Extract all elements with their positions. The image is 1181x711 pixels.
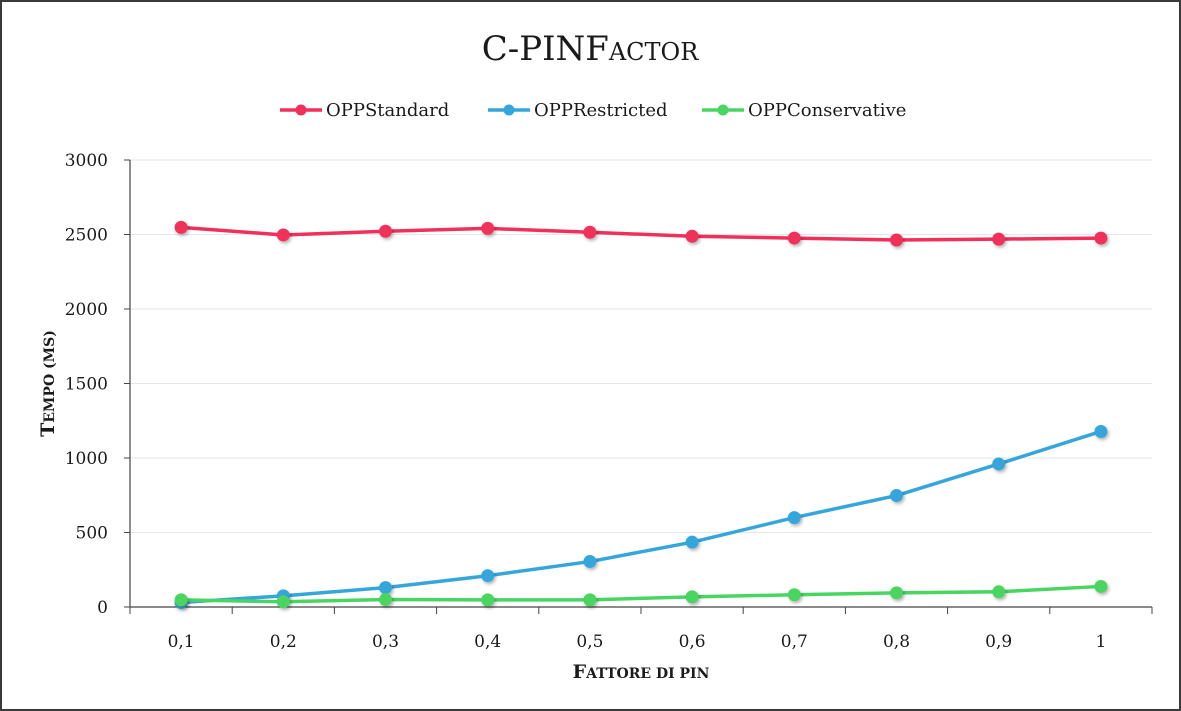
x-axis-label: FATTORE DI PIN bbox=[573, 661, 710, 683]
y-tick-label: 500 bbox=[76, 524, 108, 544]
legend-marker bbox=[295, 104, 307, 116]
data-point bbox=[583, 593, 597, 607]
legend: OPPStandard OPPRestricted OPPConservative bbox=[280, 100, 906, 121]
data-point bbox=[481, 593, 495, 607]
data-point bbox=[276, 595, 290, 609]
data-point bbox=[787, 588, 801, 602]
x-tick-label: 0,2 bbox=[270, 632, 297, 652]
data-point bbox=[890, 489, 903, 503]
chart-title-main: C-PINF bbox=[482, 29, 609, 69]
y-tick-label: 1500 bbox=[65, 375, 108, 395]
legend-marker bbox=[717, 104, 729, 116]
data-point bbox=[992, 457, 1006, 471]
legend-label: OPPConservative bbox=[748, 100, 906, 121]
legend-item-OPPRestricted: OPPRestricted bbox=[488, 100, 668, 121]
data-point bbox=[583, 225, 597, 239]
data-point bbox=[787, 231, 801, 245]
chart-title-smallcaps: ACTOR bbox=[608, 38, 699, 66]
data-point bbox=[992, 232, 1006, 246]
axes: 0 500 1000 1500 2000 2500 3000 0,1 0,2 0,3 0,4 0,5 0… bbox=[37, 151, 1153, 683]
data-point bbox=[174, 593, 188, 607]
data-point bbox=[583, 555, 597, 569]
legend-item-OPPStandard: OPPStandard bbox=[280, 100, 449, 121]
x-tick-label: 0,5 bbox=[576, 632, 603, 652]
data-point bbox=[890, 233, 903, 247]
legend-marker bbox=[503, 104, 515, 116]
y-tick-label: 1000 bbox=[65, 449, 108, 469]
series-line bbox=[180, 429, 1102, 605]
data-point bbox=[685, 535, 699, 549]
chart-title-text: C-PINFACTOR bbox=[482, 29, 700, 69]
data-point bbox=[481, 221, 495, 235]
legend-label: OPPStandard bbox=[326, 100, 449, 121]
series-line bbox=[180, 225, 1101, 242]
data-point bbox=[992, 585, 1006, 599]
data-point bbox=[1094, 231, 1108, 245]
series-OPPConservative bbox=[174, 579, 1108, 609]
data-point bbox=[1094, 579, 1108, 593]
series-OPPRestricted bbox=[174, 424, 1108, 610]
chart-title: C-PINFACTOR bbox=[482, 29, 700, 69]
grid-lines bbox=[130, 159, 1152, 533]
x-tick-label: 0,3 bbox=[372, 632, 399, 652]
y-tick-label: 3000 bbox=[65, 151, 108, 171]
x-tick-label: 0,1 bbox=[168, 632, 195, 652]
data-point bbox=[481, 569, 495, 583]
x-tick-label: 0,6 bbox=[679, 632, 706, 652]
data-point bbox=[379, 581, 392, 595]
y-tick-label: 2500 bbox=[65, 226, 108, 246]
series-OPPStandard bbox=[174, 220, 1108, 247]
y-tick-label: 2000 bbox=[65, 300, 108, 320]
data-point bbox=[685, 229, 699, 243]
legend-label: OPPRestricted bbox=[534, 100, 668, 121]
x-tick-label: 0,8 bbox=[883, 632, 910, 652]
series-line bbox=[181, 584, 1101, 604]
data-point bbox=[379, 593, 392, 607]
data-point bbox=[685, 590, 699, 604]
x-tick-label: 0,9 bbox=[985, 632, 1012, 652]
legend-item-OPPConservative: OPPConservative bbox=[702, 100, 906, 121]
y-tick-label: 0 bbox=[97, 598, 108, 618]
y-axis-label: TEMPO (MS) bbox=[37, 330, 59, 437]
x-tick-label: 0,7 bbox=[781, 632, 808, 652]
data-point bbox=[1094, 424, 1108, 438]
data-point bbox=[276, 228, 290, 242]
x-tick-label: 0,4 bbox=[474, 632, 501, 652]
data-point bbox=[787, 511, 801, 525]
data-point bbox=[890, 586, 903, 600]
data-point bbox=[174, 220, 188, 234]
x-tick-label: 1 bbox=[1095, 632, 1106, 652]
series-layer bbox=[174, 220, 1108, 610]
data-point bbox=[379, 224, 392, 238]
